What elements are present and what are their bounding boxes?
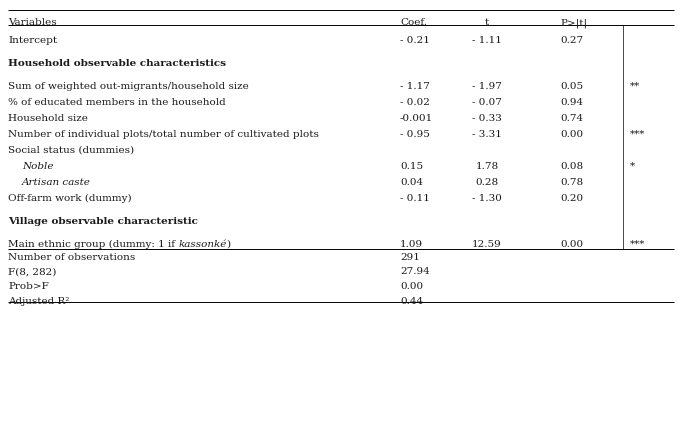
Text: 0.28: 0.28 — [475, 178, 499, 187]
Text: 0.27: 0.27 — [560, 36, 583, 45]
Text: - 1.30: - 1.30 — [472, 194, 502, 203]
Text: 0.20: 0.20 — [560, 194, 583, 203]
Text: Coef.: Coef. — [400, 18, 427, 27]
Text: - 1.11: - 1.11 — [472, 36, 502, 45]
Text: Intercept: Intercept — [8, 36, 57, 45]
Text: Sum of weighted out-migrants/household size: Sum of weighted out-migrants/household s… — [8, 82, 249, 91]
Text: 1.78: 1.78 — [475, 162, 499, 171]
Text: t: t — [485, 18, 489, 27]
Text: - 0.21: - 0.21 — [400, 36, 430, 45]
Text: **: ** — [630, 82, 640, 91]
Text: 1.09: 1.09 — [400, 240, 423, 249]
Text: ***: *** — [630, 130, 645, 139]
Text: *: * — [630, 162, 635, 171]
Text: Off-farm work (dummy): Off-farm work (dummy) — [8, 194, 132, 203]
Text: Noble: Noble — [22, 162, 53, 171]
Text: 291: 291 — [400, 252, 420, 261]
Text: - 0.02: - 0.02 — [400, 98, 430, 107]
Text: 0.74: 0.74 — [560, 114, 583, 123]
Text: -0.001: -0.001 — [400, 114, 433, 123]
Text: - 0.33: - 0.33 — [472, 114, 502, 123]
Text: 0.05: 0.05 — [560, 82, 583, 91]
Text: Social status (dummies): Social status (dummies) — [8, 146, 134, 155]
Text: 0.00: 0.00 — [400, 281, 423, 290]
Text: Adjusted R²: Adjusted R² — [8, 296, 70, 305]
Text: Main ethnic group (dummy: 1 if: Main ethnic group (dummy: 1 if — [8, 240, 178, 249]
Text: ): ) — [226, 240, 231, 249]
Text: 12.59: 12.59 — [472, 240, 502, 249]
Text: Household observable characteristics: Household observable characteristics — [8, 59, 226, 68]
Text: 0.44: 0.44 — [400, 296, 423, 305]
Text: - 1.97: - 1.97 — [472, 82, 502, 91]
Text: Prob>F: Prob>F — [8, 281, 48, 290]
Text: Number of individual plots/total number of cultivated plots: Number of individual plots/total number … — [8, 130, 319, 139]
Text: 0.00: 0.00 — [560, 240, 583, 249]
Text: 0.94: 0.94 — [560, 98, 583, 107]
Text: 27.94: 27.94 — [400, 267, 430, 276]
Text: F(8, 282): F(8, 282) — [8, 267, 57, 276]
Text: 0.08: 0.08 — [560, 162, 583, 171]
Text: 0.00: 0.00 — [560, 130, 583, 139]
Text: Village observable characteristic: Village observable characteristic — [8, 216, 198, 225]
Text: - 1.17: - 1.17 — [400, 82, 430, 91]
Text: 0.78: 0.78 — [560, 178, 583, 187]
Text: 0.04: 0.04 — [400, 178, 423, 187]
Text: Number of observations: Number of observations — [8, 252, 135, 261]
Text: - 0.95: - 0.95 — [400, 130, 430, 139]
Text: kassonké: kassonké — [178, 240, 226, 249]
Text: - 3.31: - 3.31 — [472, 130, 502, 139]
Text: P>|t|: P>|t| — [560, 18, 587, 28]
Text: Household size: Household size — [8, 114, 88, 123]
Text: - 0.11: - 0.11 — [400, 194, 430, 203]
Text: 0.15: 0.15 — [400, 162, 423, 171]
Text: - 0.07: - 0.07 — [472, 98, 502, 107]
Text: ***: *** — [630, 240, 645, 249]
Text: % of educated members in the household: % of educated members in the household — [8, 98, 226, 107]
Text: Variables: Variables — [8, 18, 57, 27]
Text: Artisan caste: Artisan caste — [22, 178, 91, 187]
